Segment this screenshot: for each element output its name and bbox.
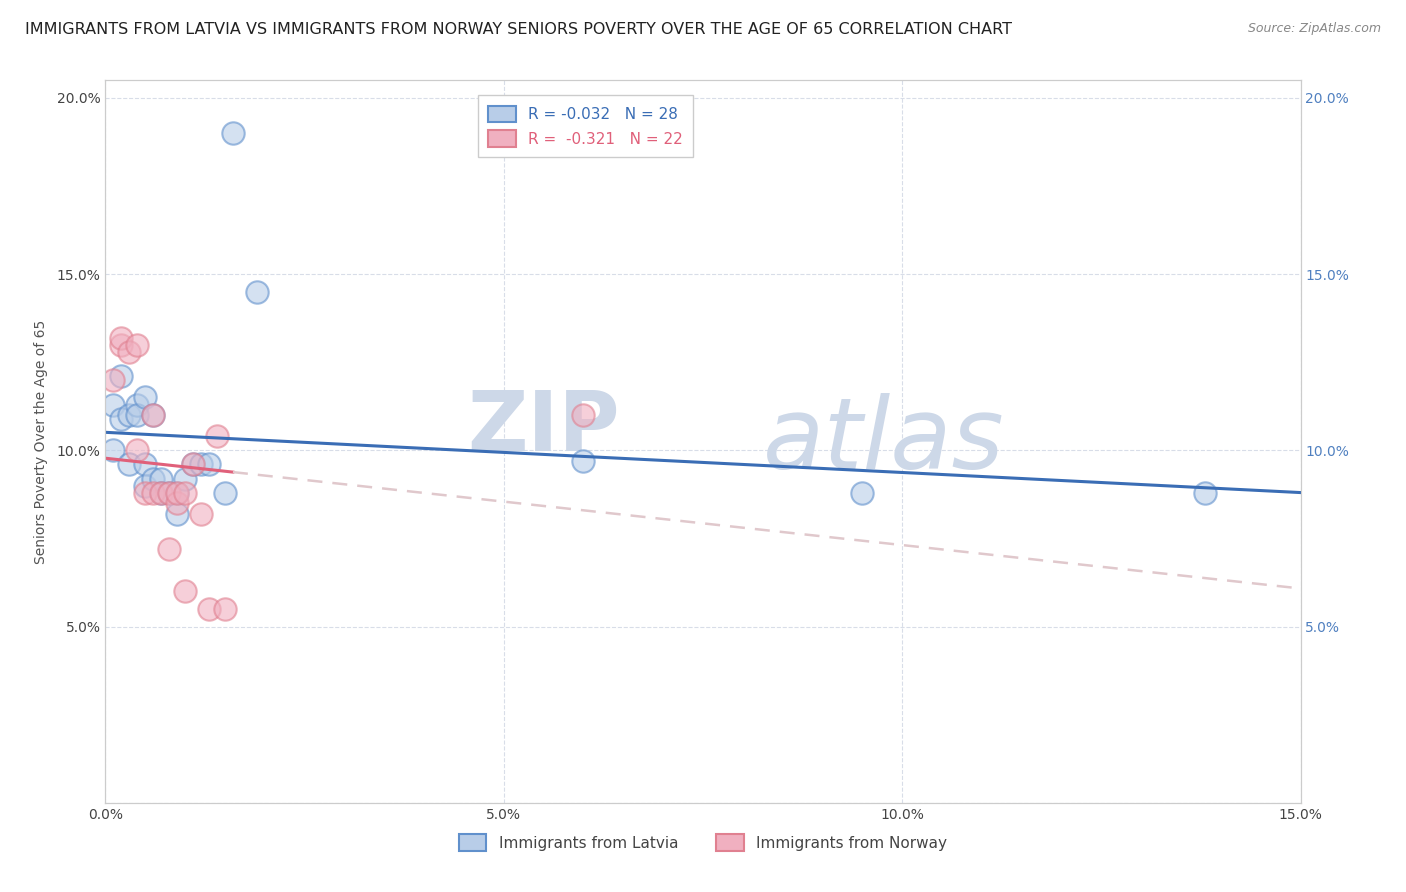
Point <box>198 602 221 616</box>
Text: ZIP: ZIP <box>467 386 619 467</box>
Point <box>157 485 180 500</box>
Point <box>851 485 873 500</box>
Point <box>190 507 212 521</box>
Point <box>127 408 149 422</box>
Point <box>150 485 173 500</box>
Point <box>127 443 149 458</box>
Point <box>103 443 125 458</box>
Point <box>181 458 204 472</box>
Point <box>142 408 165 422</box>
Point <box>142 408 165 422</box>
Point <box>118 458 141 472</box>
Point <box>134 485 156 500</box>
Point <box>166 485 188 500</box>
Text: atlas: atlas <box>762 393 1004 490</box>
Point <box>134 391 156 405</box>
Point <box>572 454 595 468</box>
Point <box>214 485 236 500</box>
Point <box>174 584 197 599</box>
Point <box>174 471 197 485</box>
Point <box>205 429 228 443</box>
Point <box>103 398 125 412</box>
Point <box>110 411 132 425</box>
Point <box>181 458 204 472</box>
Point <box>110 337 132 351</box>
Point <box>134 478 156 492</box>
Point <box>222 126 245 140</box>
Point <box>166 496 188 510</box>
Point <box>150 471 173 485</box>
Point <box>157 542 180 557</box>
Point <box>127 398 149 412</box>
Point <box>142 485 165 500</box>
Point <box>142 471 165 485</box>
Point <box>214 602 236 616</box>
Point <box>166 507 188 521</box>
Point <box>110 330 132 344</box>
Text: IMMIGRANTS FROM LATVIA VS IMMIGRANTS FROM NORWAY SENIORS POVERTY OVER THE AGE OF: IMMIGRANTS FROM LATVIA VS IMMIGRANTS FRO… <box>25 22 1012 37</box>
Point <box>572 408 595 422</box>
Point <box>127 337 149 351</box>
Point <box>198 458 221 472</box>
Point <box>190 458 212 472</box>
Y-axis label: Seniors Poverty Over the Age of 65: Seniors Poverty Over the Age of 65 <box>34 319 48 564</box>
Legend: Immigrants from Latvia, Immigrants from Norway: Immigrants from Latvia, Immigrants from … <box>450 825 956 860</box>
Point <box>150 485 173 500</box>
Point <box>118 408 141 422</box>
Point <box>174 485 197 500</box>
Point <box>1194 485 1216 500</box>
Point <box>110 369 132 384</box>
Point <box>118 344 141 359</box>
Text: Source: ZipAtlas.com: Source: ZipAtlas.com <box>1247 22 1381 36</box>
Point <box>103 373 125 387</box>
Point <box>134 458 156 472</box>
Point <box>246 285 269 299</box>
Point <box>157 485 180 500</box>
Point <box>166 485 188 500</box>
